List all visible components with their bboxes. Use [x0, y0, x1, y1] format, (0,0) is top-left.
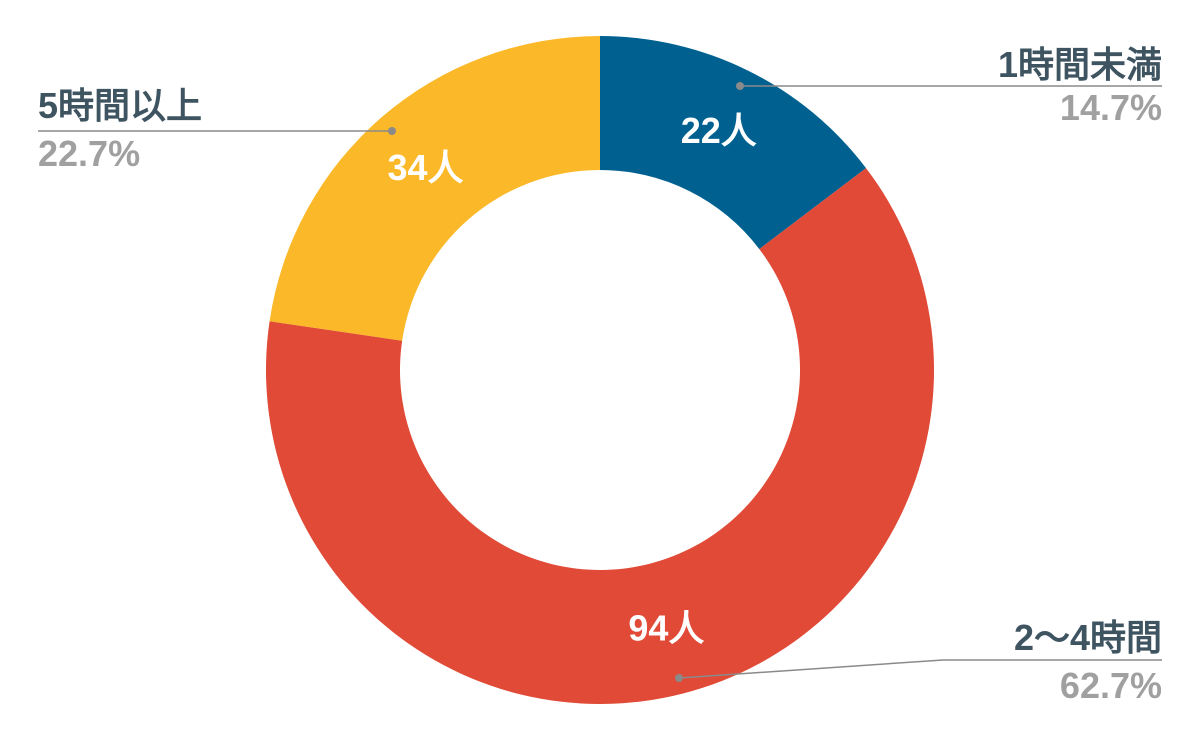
percent-label-2: 62.7% [1060, 665, 1162, 706]
percent-label-3: 22.7% [38, 133, 140, 174]
leader-dot-1 [736, 82, 744, 90]
leader-dot-3 [388, 127, 396, 135]
slice-value-label-1: 22人 [681, 110, 757, 151]
category-label-2: 2～4時間 [1014, 617, 1162, 658]
percent-label-1: 14.7% [1060, 87, 1162, 128]
donut-slice-3 [269, 36, 600, 341]
donut-slices [265, 36, 934, 704]
slice-value-label-3: 34人 [388, 147, 464, 188]
donut-slice-2 [265, 168, 934, 704]
slice-value-labels: 22人 94人 34人 [388, 110, 757, 649]
leader-dot-2 [675, 674, 683, 682]
donut-slice-1 [600, 36, 867, 250]
category-label-1: 1時間未満 [998, 44, 1162, 85]
slice-value-label-2: 94人 [628, 608, 704, 649]
category-label-3: 5時間以上 [38, 85, 202, 126]
leader-line-2 [678, 659, 1162, 679]
leader-lines [38, 82, 1162, 682]
